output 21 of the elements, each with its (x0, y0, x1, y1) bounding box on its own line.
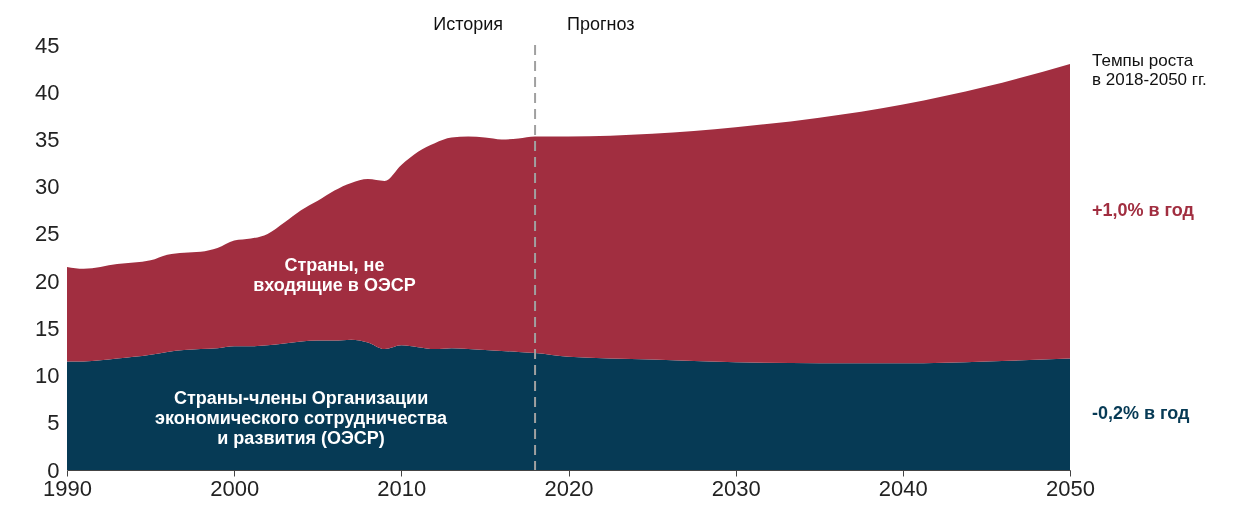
text: -0,2% в год (1092, 403, 1191, 424)
text: Темпы роста в 2018-2050 гг. (1092, 51, 1207, 89)
series-label: Страны, не входящие в ОЭСР (253, 254, 416, 295)
x-tick-label: 2000 (210, 475, 260, 501)
y-tick-label: 5 (47, 410, 60, 436)
text: История (433, 14, 504, 34)
y-tick-label: 15 (35, 315, 60, 341)
y-tick-label: 40 (35, 79, 60, 105)
text: Прогноз (567, 14, 635, 34)
x-tick-label: 2020 (544, 475, 594, 501)
x-tick-label: 2030 (711, 475, 761, 501)
y-tick-label: 45 (35, 32, 60, 58)
y-tick-label: 10 (35, 363, 60, 389)
x-tick-label: 2040 (878, 475, 928, 501)
x-tick-label: 2050 (1046, 475, 1095, 501)
y-tick-label: 25 (35, 221, 60, 247)
text: +1,0% в год (1092, 200, 1195, 221)
y-tick-label: 30 (35, 174, 60, 200)
y-tick-label: 20 (35, 268, 60, 294)
x-tick-label: 2010 (377, 475, 427, 501)
y-tick-label: 35 (35, 126, 60, 152)
